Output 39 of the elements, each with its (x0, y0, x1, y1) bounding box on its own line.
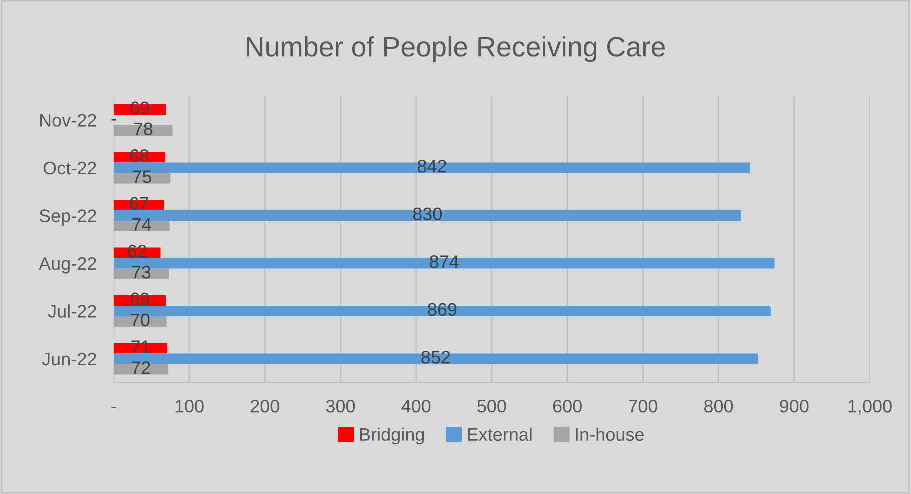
y-tick-label: Jun-22 (42, 352, 96, 366)
data-label: 73 (132, 266, 151, 279)
legend-label: In-house (576, 428, 644, 442)
x-tick-label: 1,000 (848, 400, 892, 415)
bar (114, 220, 170, 232)
data-label: 842 (418, 160, 446, 173)
x-tick-label: 200 (250, 400, 280, 413)
x-tick-label: 300 (326, 400, 356, 413)
data-label: 874 (430, 256, 459, 268)
y-tick-label: Nov-22 (40, 114, 96, 127)
y-tick-label: Sep-22 (40, 210, 96, 226)
data-label: 62 (128, 245, 146, 258)
data-label: 67 (130, 197, 148, 210)
y-tick-label: Oct-22 (44, 162, 96, 175)
x-tick-label: 100 (176, 400, 204, 413)
chart-title: Number of People Receiving Care (247, 36, 666, 62)
x-tick-label: 400 (402, 400, 431, 413)
data-label: 869 (428, 303, 457, 316)
data-label: 68 (130, 150, 149, 162)
data-label: 69 (130, 292, 150, 306)
data-label: 830 (413, 208, 442, 221)
data-label: 74 (132, 218, 152, 231)
data-label: 852 (422, 351, 450, 364)
x-tick-label: 600 (553, 400, 582, 413)
data-label: 72 (132, 362, 150, 374)
data-label: 75 (133, 170, 152, 184)
x-tick-label: 500 (478, 400, 506, 413)
x-tick-label: 900 (780, 400, 809, 413)
x-tick-label: 800 (704, 400, 734, 413)
data-label: 69 (130, 102, 150, 115)
legend-label: Bridging (360, 428, 424, 445)
data-label: 78 (134, 122, 153, 136)
data-label: 70 (131, 314, 150, 327)
data-label: 71 (132, 340, 150, 354)
legend-label: External (468, 428, 532, 442)
x-tick-label: 700 (629, 400, 658, 413)
y-tick-label: Aug-22 (39, 257, 96, 274)
y-tick-label: Jul-22 (48, 304, 96, 318)
data-label: - (112, 119, 116, 121)
